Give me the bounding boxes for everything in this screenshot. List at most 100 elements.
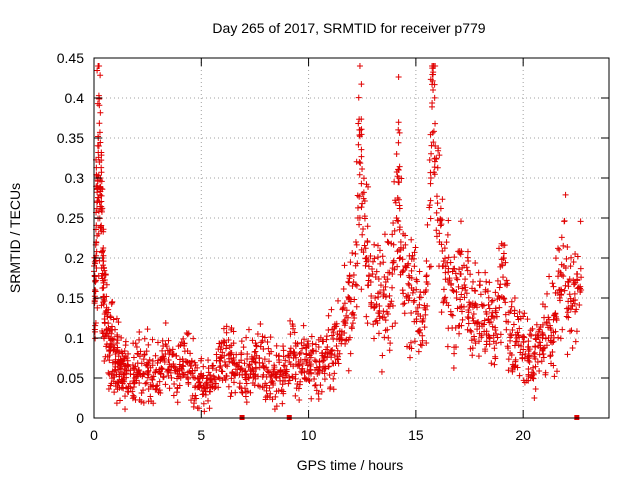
data-point bbox=[441, 245, 448, 252]
data-point bbox=[453, 289, 460, 296]
data-point bbox=[369, 258, 376, 265]
data-point bbox=[396, 202, 403, 209]
data-point bbox=[430, 87, 437, 93]
data-point bbox=[231, 360, 238, 367]
data-point bbox=[376, 307, 383, 314]
data-point bbox=[514, 313, 521, 320]
data-point bbox=[504, 280, 511, 287]
data-point bbox=[454, 276, 461, 283]
data-point bbox=[442, 276, 449, 283]
data-point bbox=[431, 158, 438, 165]
data-point bbox=[260, 346, 267, 353]
data-point bbox=[307, 361, 314, 368]
data-point bbox=[180, 363, 187, 370]
data-point bbox=[188, 397, 195, 404]
data-point bbox=[510, 321, 517, 328]
data-point bbox=[568, 327, 575, 334]
data-point bbox=[95, 172, 102, 179]
data-point bbox=[308, 395, 315, 402]
data-point bbox=[426, 157, 433, 164]
data-point bbox=[419, 337, 426, 344]
data-point bbox=[280, 343, 287, 350]
x-axis-label: GPS time / hours bbox=[297, 457, 404, 473]
data-point bbox=[301, 336, 308, 343]
data-point bbox=[364, 223, 371, 230]
data-point bbox=[321, 376, 328, 383]
data-point bbox=[351, 296, 358, 303]
data-point bbox=[100, 262, 107, 269]
data-point bbox=[423, 273, 430, 280]
data-point bbox=[306, 367, 313, 374]
data-point bbox=[488, 360, 495, 367]
data-point bbox=[402, 241, 409, 248]
data-point bbox=[476, 338, 483, 345]
data-point bbox=[422, 311, 429, 318]
data-point bbox=[205, 369, 212, 376]
y-tick-label: 0.05 bbox=[57, 370, 84, 386]
data-point bbox=[137, 348, 144, 355]
data-point bbox=[570, 281, 577, 288]
data-point bbox=[360, 226, 367, 233]
data-point bbox=[96, 129, 103, 136]
data-point bbox=[164, 366, 171, 373]
data-point bbox=[557, 269, 564, 276]
data-point bbox=[355, 141, 362, 148]
data-point bbox=[221, 352, 228, 359]
data-point bbox=[103, 293, 110, 300]
data-point bbox=[403, 295, 410, 302]
data-point bbox=[387, 340, 394, 347]
data-point bbox=[433, 193, 440, 200]
data-point bbox=[442, 294, 449, 301]
data-point bbox=[450, 364, 457, 371]
data-point bbox=[335, 360, 342, 367]
data-point bbox=[188, 362, 195, 369]
data-point bbox=[463, 264, 470, 271]
data-point bbox=[457, 304, 464, 311]
data-point bbox=[458, 303, 465, 310]
data-point bbox=[372, 273, 379, 280]
data-point bbox=[282, 357, 289, 364]
data-point bbox=[507, 331, 514, 338]
data-point bbox=[560, 242, 567, 249]
data-point bbox=[261, 334, 268, 341]
data-point bbox=[267, 334, 274, 341]
x-tick-label: 0 bbox=[90, 427, 98, 443]
data-point bbox=[306, 378, 313, 385]
data-point bbox=[264, 368, 271, 375]
data-point bbox=[111, 367, 118, 374]
data-point bbox=[218, 339, 225, 346]
data-point bbox=[158, 366, 165, 373]
data-point bbox=[116, 349, 123, 356]
data-point bbox=[494, 277, 501, 284]
data-point bbox=[452, 324, 459, 331]
data-point bbox=[431, 94, 438, 101]
data-point bbox=[185, 330, 192, 337]
data-point bbox=[428, 150, 435, 157]
data-point bbox=[95, 142, 102, 149]
data-point bbox=[99, 247, 106, 254]
data-point bbox=[245, 364, 252, 371]
y-tick-label: 0.35 bbox=[57, 130, 84, 146]
data-point bbox=[492, 355, 499, 362]
data-point bbox=[184, 359, 191, 366]
data-point bbox=[468, 328, 475, 335]
data-point bbox=[436, 230, 443, 237]
data-point bbox=[400, 301, 407, 308]
data-point bbox=[116, 373, 123, 380]
data-point bbox=[459, 285, 466, 292]
data-point bbox=[456, 330, 463, 337]
data-point bbox=[130, 392, 137, 399]
data-point bbox=[443, 239, 450, 246]
data-point bbox=[372, 295, 379, 301]
data-point bbox=[287, 317, 294, 324]
data-point bbox=[477, 282, 484, 289]
data-point bbox=[97, 191, 104, 198]
data-point bbox=[226, 358, 233, 365]
data-point bbox=[429, 103, 436, 110]
data-point bbox=[572, 251, 579, 258]
data-point bbox=[362, 262, 369, 269]
data-point bbox=[476, 330, 483, 337]
data-point bbox=[342, 337, 349, 344]
data-point bbox=[184, 331, 191, 338]
data-point bbox=[230, 379, 237, 386]
